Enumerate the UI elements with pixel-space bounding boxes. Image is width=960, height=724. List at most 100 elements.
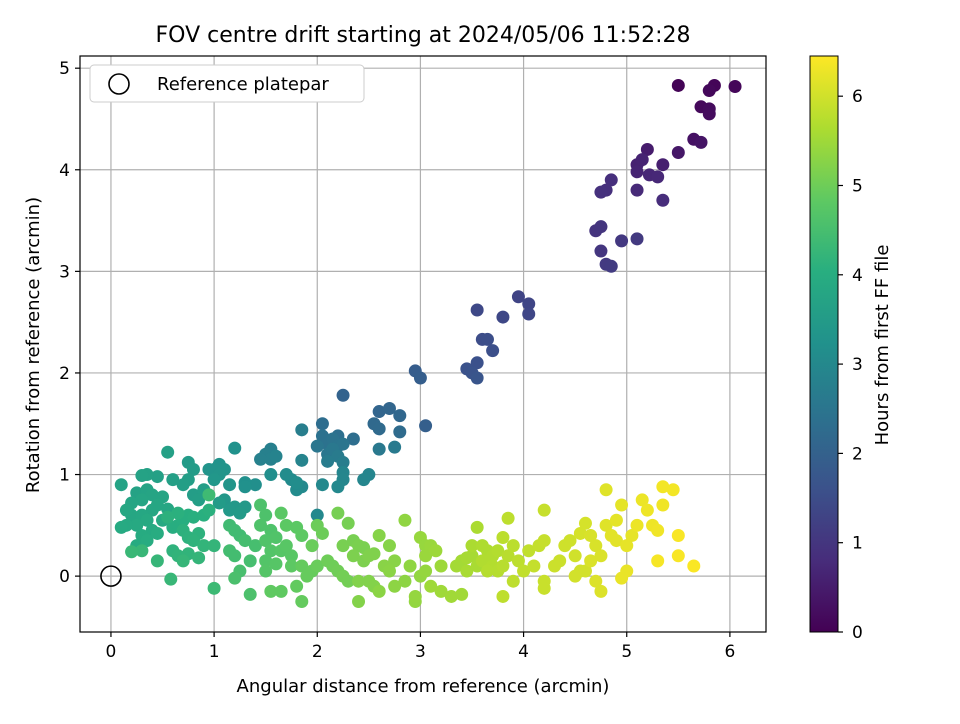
data-point: [186, 462, 200, 476]
data-point: [264, 584, 278, 598]
data-point: [573, 526, 587, 540]
data-point: [202, 503, 216, 517]
data-point: [625, 528, 639, 542]
colorbar-label: Hours from first FF file: [872, 245, 893, 446]
data-point: [522, 307, 536, 321]
data-point: [702, 84, 716, 98]
data-point: [388, 440, 402, 454]
data-point: [186, 510, 200, 524]
data-point: [145, 488, 159, 502]
colorbar-gradient: [809, 55, 839, 633]
x-tick-label: 0: [106, 642, 117, 662]
data-point: [279, 518, 293, 532]
data-point: [382, 402, 396, 416]
data-point: [150, 526, 164, 540]
data-point: [341, 516, 355, 530]
data-point: [480, 332, 494, 346]
data-point: [135, 469, 149, 483]
data-point: [651, 554, 665, 568]
data-point: [620, 539, 634, 553]
data-point: [615, 234, 629, 248]
data-point: [295, 528, 309, 542]
data-point: [341, 574, 355, 588]
data-point: [671, 549, 685, 563]
x-tick-label: 6: [724, 642, 735, 662]
data-point: [434, 559, 448, 573]
chart-title: FOV centre drift starting at 2024/05/06 …: [156, 23, 691, 48]
data-point: [243, 554, 257, 568]
data-point: [228, 549, 242, 563]
data-point: [372, 442, 386, 456]
data-point: [130, 518, 144, 532]
data-point: [609, 513, 623, 527]
data-point: [475, 554, 489, 568]
data-point: [207, 581, 221, 595]
data-point: [238, 534, 252, 548]
data-point: [357, 473, 371, 487]
data-point: [594, 220, 608, 234]
data-point: [553, 554, 567, 568]
colorbar-tick-label: 4: [852, 266, 863, 286]
data-point: [496, 310, 510, 324]
data-point: [315, 526, 329, 540]
data-point: [511, 290, 525, 304]
data-point: [568, 569, 582, 583]
data-point: [310, 559, 324, 573]
data-point: [248, 539, 262, 553]
data-point: [594, 584, 608, 598]
data-point: [171, 506, 185, 520]
data-point: [212, 496, 226, 510]
x-tick-label: 3: [415, 642, 426, 662]
data-point: [568, 549, 582, 563]
data-point: [656, 480, 670, 494]
data-point: [604, 173, 618, 187]
data-point: [315, 417, 329, 431]
data-point: [604, 259, 618, 273]
data-point: [279, 468, 293, 482]
data-point: [352, 595, 366, 609]
data-point: [615, 571, 629, 585]
data-point: [284, 559, 298, 573]
colorbar-tick-label: 0: [852, 623, 863, 643]
x-tick-label: 4: [518, 642, 529, 662]
data-point: [310, 508, 324, 522]
data-point: [346, 549, 360, 563]
data-point: [254, 498, 268, 512]
data-point: [352, 574, 366, 588]
data-point: [635, 493, 649, 507]
data-point: [671, 146, 685, 160]
data-point: [269, 531, 283, 545]
data-point: [578, 516, 592, 530]
data-point: [460, 564, 474, 578]
data-point: [702, 107, 716, 121]
data-point: [290, 579, 304, 593]
data-point: [501, 511, 515, 525]
data-point: [656, 193, 670, 207]
data-point: [367, 547, 381, 561]
data-point: [274, 584, 288, 598]
data-point: [331, 506, 345, 520]
data-point: [630, 183, 644, 197]
data-point: [305, 539, 319, 553]
colorbar-tick-label: 6: [852, 87, 863, 107]
data-point: [424, 579, 438, 593]
data-point: [331, 480, 345, 494]
data-point: [491, 544, 505, 558]
data-point: [651, 523, 665, 537]
data-point: [403, 559, 417, 573]
data-point: [372, 584, 386, 598]
data-point: [382, 539, 396, 553]
data-point: [140, 534, 154, 548]
data-point: [537, 581, 551, 595]
x-axis-label: Angular distance from reference (arcmin): [237, 676, 610, 697]
data-point: [563, 534, 577, 548]
legend-box: [89, 64, 365, 103]
data-point: [671, 78, 685, 92]
data-point: [527, 559, 541, 573]
data-point: [192, 551, 206, 565]
x-axis-ticks: 0 1 2 3 4 5 6: [106, 632, 735, 662]
data-point: [145, 503, 159, 517]
data-point: [372, 528, 386, 542]
data-point: [279, 539, 293, 553]
y-axis-ticks: 0 1 2 3 4 5: [59, 59, 80, 587]
